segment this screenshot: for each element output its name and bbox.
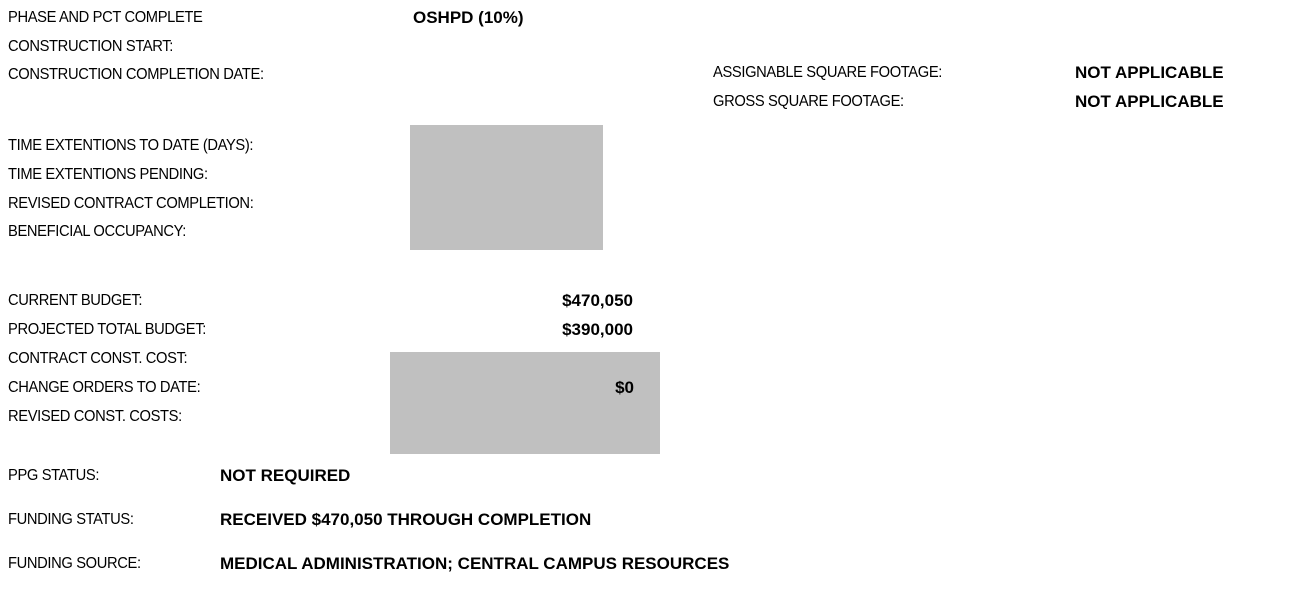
- field-value: MEDICAL ADMINISTRATION; CENTRAL CAMPUS R…: [220, 554, 730, 573]
- field-value: $470,050: [562, 291, 633, 310]
- field-label: REVISED CONTRACT COMPLETION:: [8, 195, 254, 212]
- field-value: OSHPD (10%): [413, 8, 524, 27]
- field-label: BENEFICIAL OCCUPANCY:: [8, 223, 186, 240]
- field-label: GROSS SQUARE FOOTAGE:: [713, 93, 904, 110]
- field-label: TIME EXTENTIONS TO DATE (DAYS):: [8, 137, 254, 154]
- field-value: $390,000: [562, 320, 633, 339]
- field-label: PPG STATUS:: [8, 467, 100, 484]
- field-value: NOT REQUIRED: [220, 466, 351, 485]
- field-label: FUNDING STATUS:: [8, 511, 134, 528]
- field-value: NOT APPLICABLE: [1075, 63, 1224, 82]
- field-label: REVISED CONST. COSTS:: [8, 408, 182, 425]
- field-label: CONTRACT CONST. COST:: [8, 350, 188, 367]
- field-label: CURRENT BUDGET:: [8, 292, 143, 309]
- shaded-box: [410, 125, 603, 250]
- shaded-box: [390, 352, 660, 454]
- field-value: RECEIVED $470,050 THROUGH COMPLETION: [220, 510, 592, 529]
- field-label: FUNDING SOURCE:: [8, 555, 141, 572]
- field-label: CONSTRUCTION START:: [8, 38, 174, 55]
- field-label: PHASE AND PCT COMPLETE: [8, 9, 203, 26]
- field-label: CHANGE ORDERS TO DATE:: [8, 379, 201, 396]
- field-label: TIME EXTENTIONS PENDING:: [8, 166, 208, 183]
- field-value: $0: [615, 378, 634, 397]
- field-value: NOT APPLICABLE: [1075, 92, 1224, 111]
- field-label: CONSTRUCTION COMPLETION DATE:: [8, 66, 264, 83]
- field-label: PROJECTED TOTAL BUDGET:: [8, 321, 206, 338]
- field-label: ASSIGNABLE SQUARE FOOTAGE:: [713, 64, 943, 81]
